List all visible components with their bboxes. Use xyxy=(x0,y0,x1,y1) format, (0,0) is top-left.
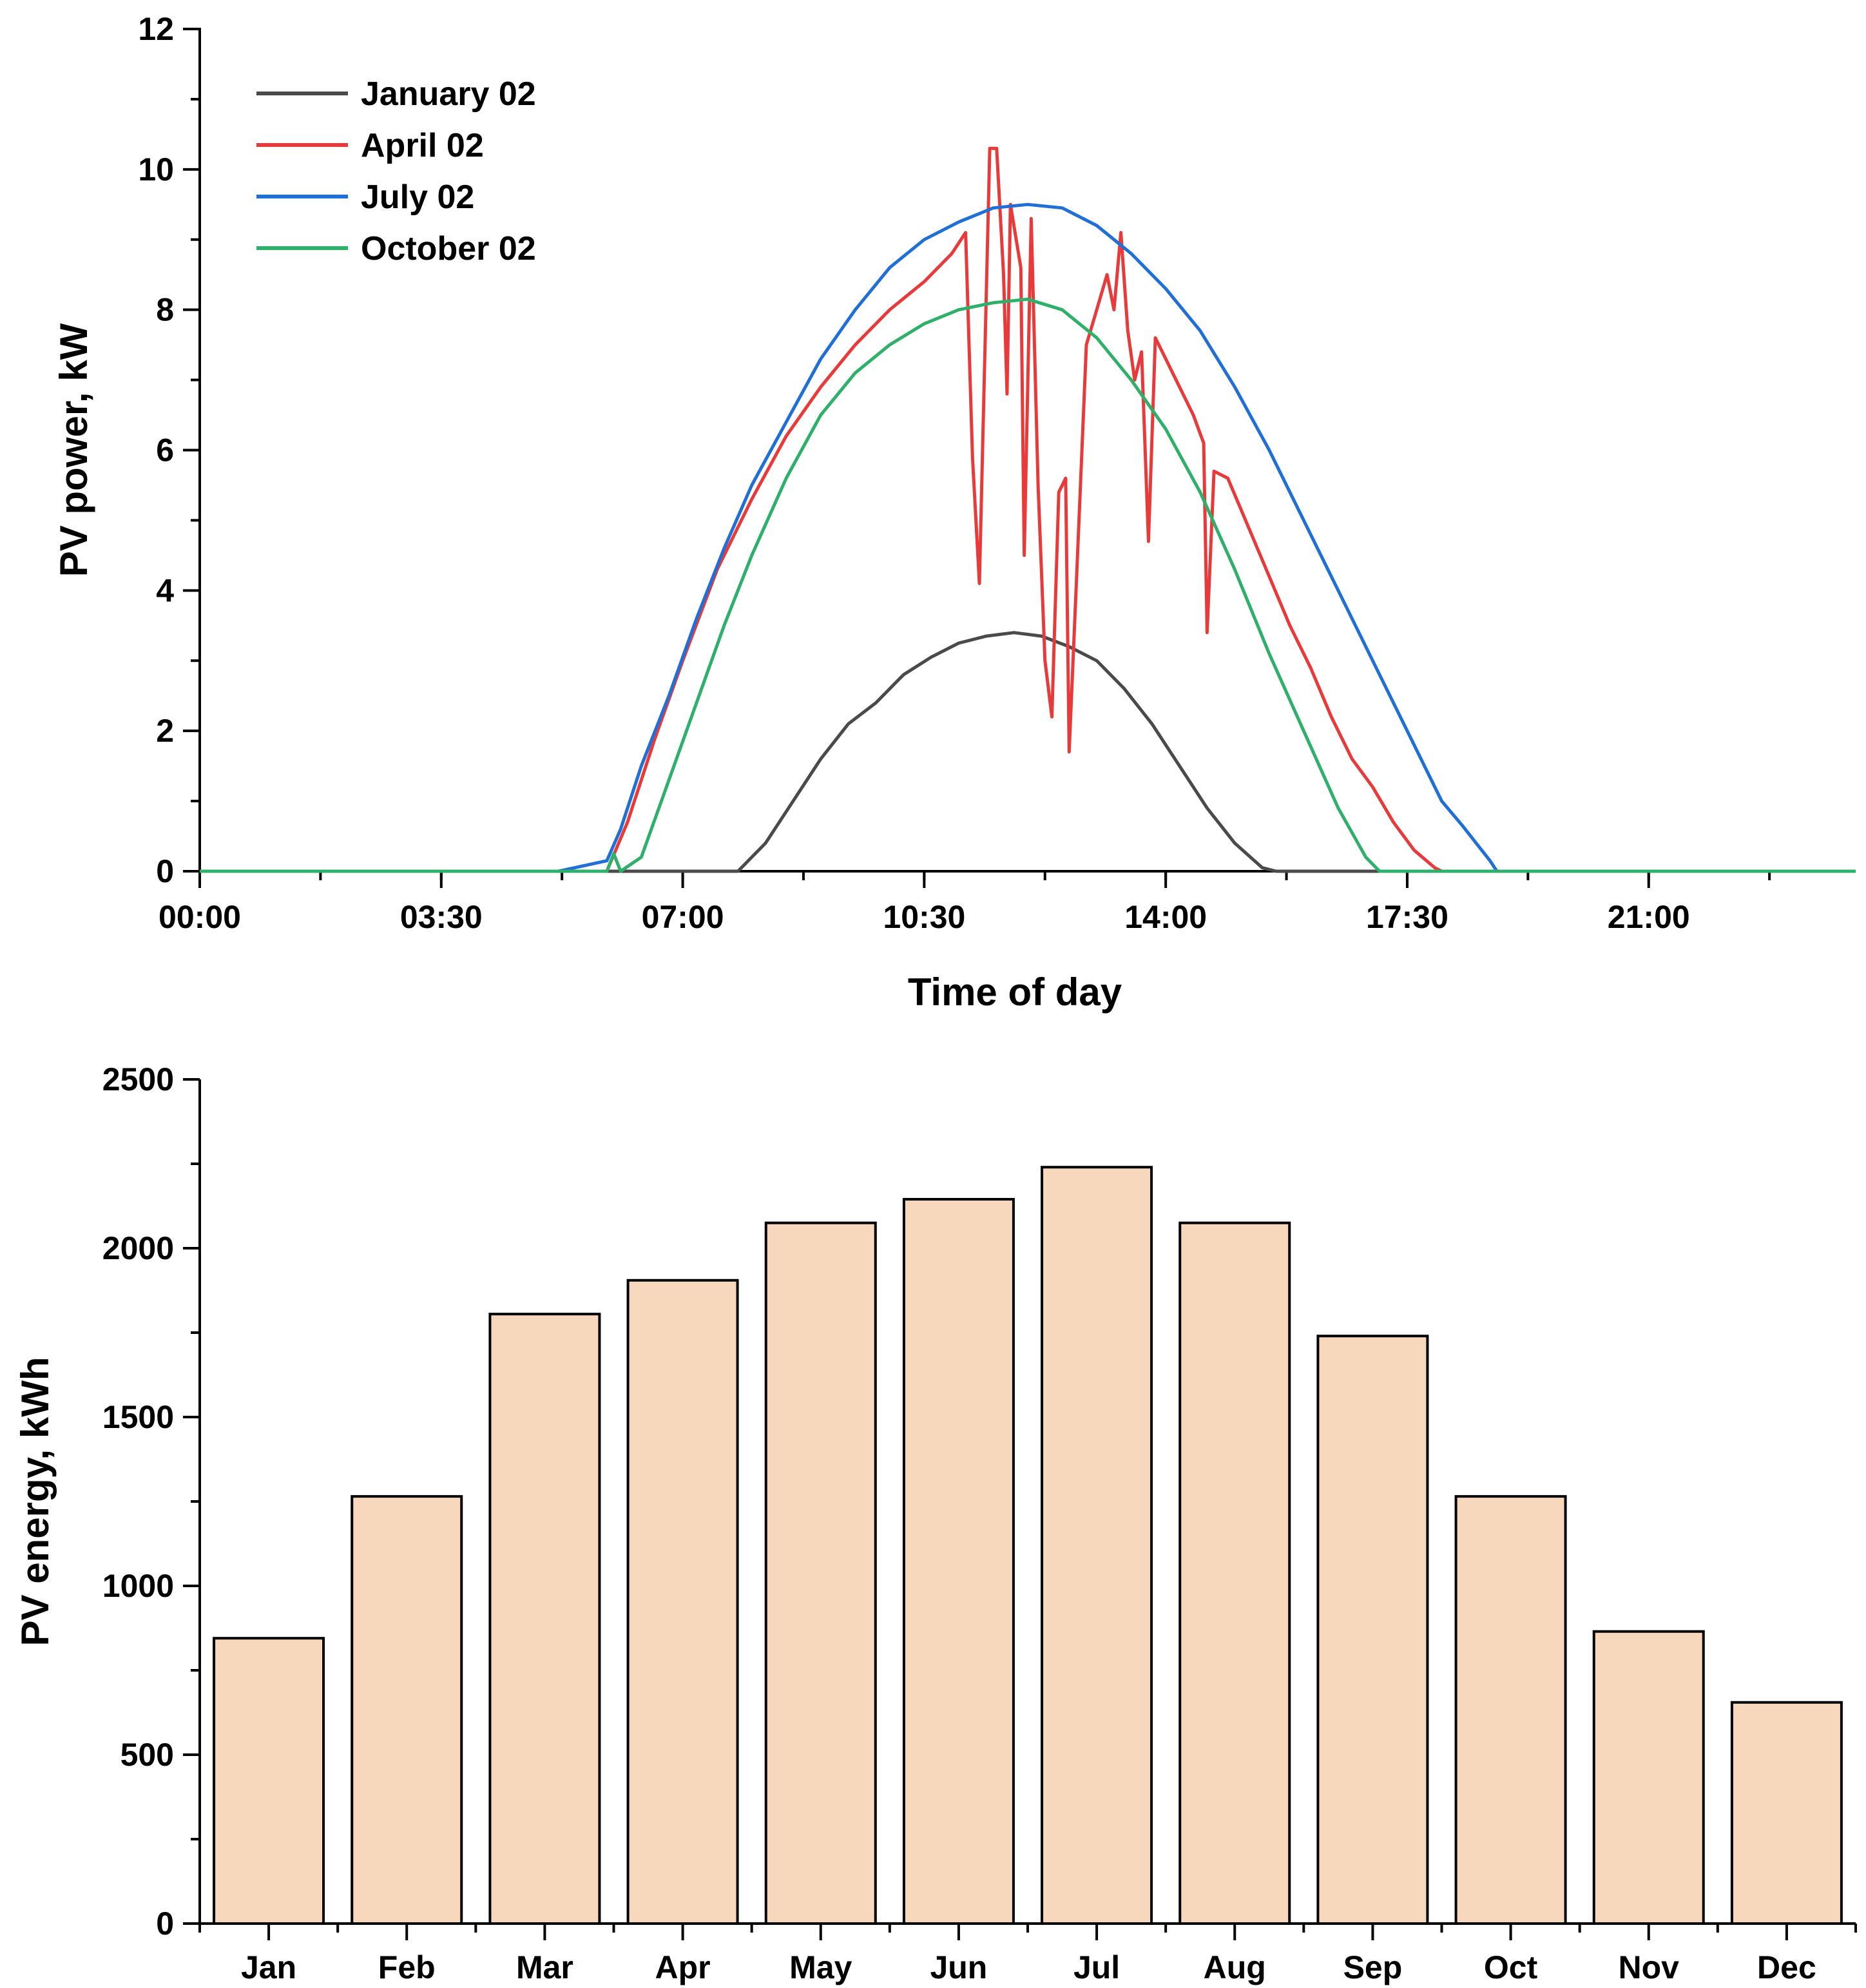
x-tick-label: 03:30 xyxy=(400,899,483,935)
bar-aug xyxy=(1178,1221,1291,1925)
x-tick-label: 10:30 xyxy=(883,899,965,935)
x-tick-label: 14:00 xyxy=(1124,899,1207,935)
y-tick-label: 8 xyxy=(156,292,174,328)
y-tick-label: 4 xyxy=(156,572,174,608)
y-axis-title: PV power, kW xyxy=(52,323,95,577)
pv-energy-bar-chart: 0 500 1000 1500 2000 2500 Jan Feb Mar Apr May Jun Ju… xyxy=(14,1061,1857,1985)
series-line-october-02 xyxy=(200,297,1856,873)
x-axis-title: Time of day xyxy=(908,970,1122,1014)
legend: January 02 April 02 July 02 October 02 xyxy=(256,75,536,267)
x-tick-label: May xyxy=(789,1949,852,1985)
x-tick-label: Jul xyxy=(1073,1949,1120,1985)
x-tick-label: Oct xyxy=(1484,1949,1538,1985)
x-tick-label: 21:00 xyxy=(1608,899,1690,935)
x-tick-label: Mar xyxy=(516,1949,573,1985)
x-tick-label: Sep xyxy=(1343,1949,1403,1985)
bar-nov xyxy=(1592,1630,1705,1925)
y-tick-label: 2000 xyxy=(102,1230,174,1266)
y-tick-label: 1000 xyxy=(102,1568,174,1604)
bar-dec xyxy=(1730,1701,1843,1925)
x-tick-label: Jun xyxy=(930,1949,987,1985)
pv-power-line-chart: 0 2 4 6 8 10 12 00:00 03:30 07:00 10:30 14:00 17:30 2… xyxy=(52,11,1856,1014)
y-tick-label: 12 xyxy=(138,11,174,47)
series-line-july-02 xyxy=(200,202,1856,873)
legend-label: July 02 xyxy=(361,179,474,216)
bar-may xyxy=(764,1221,877,1925)
bar-jul xyxy=(1041,1166,1153,1925)
y-tick-label: 0 xyxy=(156,853,174,889)
x-tick-label: 00:00 xyxy=(159,899,241,935)
y-tick-label: 2500 xyxy=(102,1061,174,1097)
x-tick-label: Nov xyxy=(1619,1949,1680,1985)
bar-jun xyxy=(902,1198,1015,1925)
y-axis-title: PV energy, kWh xyxy=(14,1356,57,1646)
bar-oct xyxy=(1454,1495,1567,1925)
legend-label: January 02 xyxy=(361,75,536,113)
y-tick-label: 6 xyxy=(156,432,174,468)
y-tick-label: 0 xyxy=(156,1906,174,1942)
y-tick-label: 2 xyxy=(156,713,174,749)
bar-feb xyxy=(351,1495,463,1925)
x-tick-label: Feb xyxy=(378,1949,436,1985)
y-tick-label: 500 xyxy=(120,1737,174,1773)
x-tick-label: Apr xyxy=(655,1949,711,1985)
x-tick-label: Aug xyxy=(1204,1949,1266,1985)
legend-label: October 02 xyxy=(361,230,536,267)
legend-label: April 02 xyxy=(361,127,484,164)
x-tick-label: 17:30 xyxy=(1366,899,1448,935)
series-line-january-02 xyxy=(200,631,1856,873)
bar-jan xyxy=(213,1637,325,1925)
x-tick-label: 07:00 xyxy=(642,899,724,935)
y-tick-label: 1500 xyxy=(102,1399,174,1435)
y-tick-label: 10 xyxy=(138,151,174,188)
series-line-april-02 xyxy=(200,146,1856,873)
bar-mar xyxy=(488,1313,601,1925)
x-tick-label: Dec xyxy=(1757,1949,1816,1985)
x-tick-label: Jan xyxy=(241,1949,296,1985)
bar-apr xyxy=(626,1279,739,1925)
bar-sep xyxy=(1316,1335,1429,1925)
